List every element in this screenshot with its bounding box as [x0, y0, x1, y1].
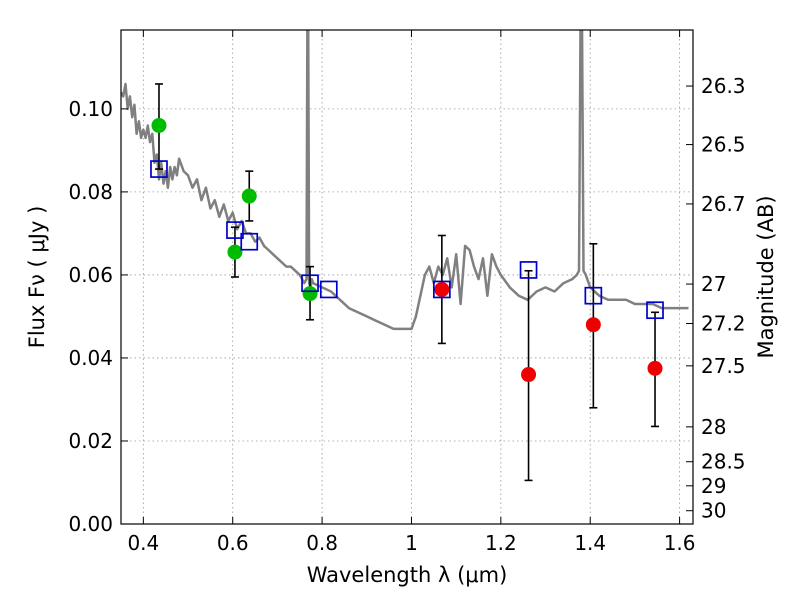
y2-tick-label: 29	[701, 474, 726, 498]
model-band-square	[226, 221, 244, 239]
grid-lines	[121, 30, 693, 525]
data-points	[150, 117, 664, 383]
x-tick-label: 1.6	[664, 531, 696, 555]
photometry-point	[151, 117, 167, 133]
model-spectrum	[121, 30, 689, 331]
model-band-square	[319, 280, 338, 299]
model-band-square	[240, 232, 259, 251]
model-band-square	[433, 280, 451, 299]
x-tick-label: 1.4	[574, 531, 606, 555]
y2-tick-label: 26.7	[701, 192, 746, 216]
y2-tick-label: 26.3	[701, 74, 746, 98]
model-band-square	[646, 301, 664, 320]
y-axis-label: Flux Fν ( μJy )	[25, 206, 49, 349]
model-band-square	[584, 286, 603, 305]
y-tick-label: 0.10	[68, 97, 113, 121]
plot-frame	[120, 29, 694, 525]
x-tick-label: 0.8	[306, 531, 338, 555]
y2-tick-label: 27.5	[701, 354, 746, 378]
y-tick-label: 0.08	[68, 180, 113, 204]
y2-tick-label: 27	[701, 272, 726, 296]
model-spectrum-line	[121, 30, 689, 331]
y2-tick-label: 28.5	[701, 450, 746, 474]
x-tick-label: 1.2	[485, 531, 517, 555]
photometry-point	[647, 360, 663, 376]
y-tick-label: 0.02	[68, 429, 113, 453]
photometry-point	[585, 317, 601, 333]
x-axis-label: Wavelength λ (μm)	[307, 563, 508, 587]
plot-area	[121, 30, 689, 482]
photometry-point	[521, 367, 537, 383]
y2-tick-label: 30	[701, 499, 726, 523]
x-tick-label: 0.6	[217, 531, 249, 555]
model-band-square	[150, 160, 168, 178]
y2-tick-label: 28	[701, 415, 726, 439]
x-tick-label: 0.4	[127, 531, 159, 555]
photometry-point	[302, 286, 318, 302]
photometry-point	[227, 244, 243, 260]
y-tick-label: 0.06	[68, 263, 113, 287]
y-tick-label: 0.00	[68, 512, 113, 536]
y-tick-label: 0.04	[68, 346, 113, 370]
x-tick-label: 1	[405, 531, 418, 555]
photometry-point	[241, 188, 257, 204]
y2-axis-label: Magnitude (AB)	[754, 195, 778, 358]
model-band-square	[519, 261, 538, 279]
model-band-square	[301, 274, 319, 293]
y2-tick-label: 27.2	[701, 311, 746, 335]
axis-ticks: 0.4 0.6 0.8 1 1.2 1.4 1.6 0.00 0.02 0.04 0.06 0.08 0…	[68, 30, 746, 555]
photometry-point	[434, 281, 450, 297]
y2-tick-label: 26.5	[701, 133, 746, 157]
